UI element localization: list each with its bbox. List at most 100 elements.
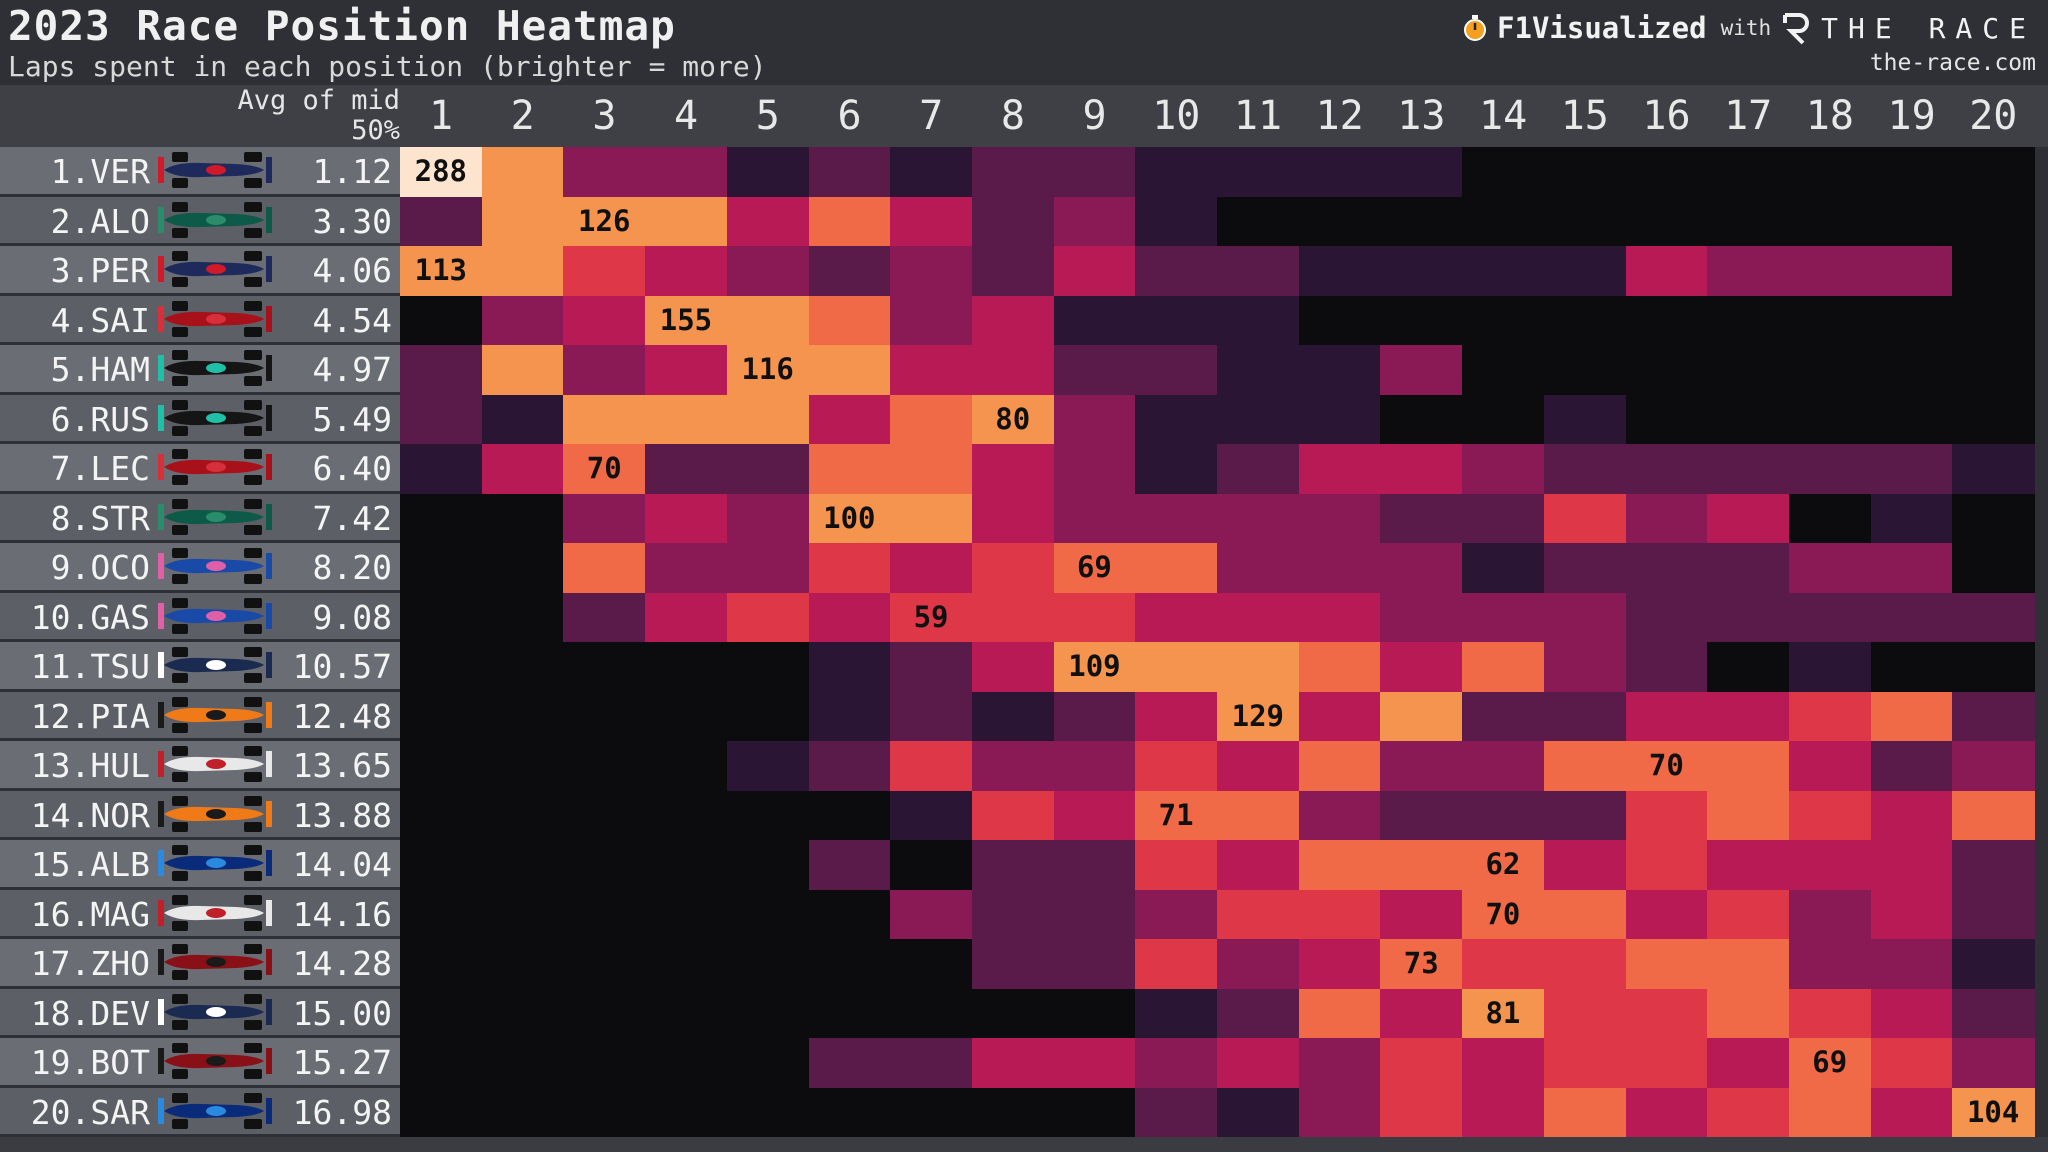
heatmap-cell xyxy=(1135,147,1218,198)
driver-label: 13.HUL xyxy=(30,746,150,785)
heatmap-cell xyxy=(808,345,891,396)
heatmap-cell xyxy=(400,889,483,940)
heatmap-cell xyxy=(400,147,483,198)
heatmap-cell xyxy=(1870,295,1953,346)
heatmap-cell xyxy=(645,295,728,346)
avg-value: 10.57 xyxy=(292,647,392,686)
heatmap-cell xyxy=(1788,840,1872,891)
heatmap-cell xyxy=(563,295,646,346)
heatmap-cell xyxy=(1543,196,1627,247)
stopwatch-icon xyxy=(1464,15,1487,41)
heatmap-cell xyxy=(1952,840,2035,891)
heatmap-cell xyxy=(726,1087,810,1138)
brand-block: F1Visualized with THE RACE xyxy=(1461,8,2036,48)
driver-row: 18.DEV 15.00 xyxy=(0,988,400,1035)
heatmap-cell xyxy=(890,1087,973,1138)
driver-label: 3.PER xyxy=(50,251,150,290)
heatmap-cell xyxy=(808,1038,891,1089)
car-icon xyxy=(158,647,272,683)
heatmap-cell xyxy=(1543,889,1627,940)
heatmap-cell xyxy=(1625,790,1708,841)
heatmap-cell xyxy=(645,345,728,396)
brand-with: with xyxy=(1720,16,1772,40)
heatmap-cell xyxy=(1462,444,1545,495)
heatmap-cell xyxy=(1788,988,1872,1039)
driver-label: 11.TSU xyxy=(30,647,150,686)
avg-value: 6.40 xyxy=(312,449,392,488)
heatmap-cell xyxy=(563,1087,646,1138)
heatmap-cell xyxy=(808,295,891,346)
heatmap-cell xyxy=(1707,889,1790,940)
heatmap-cell xyxy=(1135,741,1218,792)
heatmap-cell xyxy=(1870,939,1953,990)
heatmap-cell xyxy=(808,691,891,742)
heatmap-cell xyxy=(890,889,973,940)
heatmap-cell xyxy=(400,790,483,841)
heatmap-cell xyxy=(645,543,728,594)
heatmap-cell xyxy=(726,493,810,544)
heatmap-cell xyxy=(971,394,1055,445)
heatmap-cell xyxy=(400,840,483,891)
heatmap-cell xyxy=(563,790,646,841)
driver-label: 18.DEV xyxy=(30,993,150,1033)
heatmap-cell xyxy=(645,246,728,297)
heatmap-cell xyxy=(481,988,564,1039)
heatmap-cell xyxy=(1380,840,1463,891)
driver-label: 4.SAI xyxy=(50,300,150,340)
heatmap-cell xyxy=(890,642,973,693)
heatmap-cell xyxy=(1543,939,1627,990)
heatmap-cell xyxy=(726,592,810,643)
car-icon xyxy=(158,696,272,733)
heatmap-cell xyxy=(1707,691,1790,742)
heatmap-cell xyxy=(1788,889,1872,940)
heatmap-cell xyxy=(1462,196,1545,247)
heatmap-cell xyxy=(971,246,1055,297)
heatmap-cell xyxy=(1952,444,2035,495)
heatmap-cell xyxy=(1870,592,1953,643)
heatmap-cell xyxy=(1952,691,2035,742)
heatmap-cell xyxy=(1462,147,1545,198)
heatmap-cell xyxy=(1870,147,1953,198)
avg-value: 14.16 xyxy=(292,894,392,934)
heatmap-cell xyxy=(1707,790,1790,841)
position-header-14: 14 xyxy=(1479,93,1528,139)
heatmap-cell xyxy=(1707,642,1790,693)
heatmap-cell xyxy=(726,840,810,891)
heatmap-cell xyxy=(645,988,728,1039)
bottom-bar xyxy=(0,1137,2048,1152)
heatmap-cell xyxy=(890,543,973,594)
heatmap-cell xyxy=(1952,196,2035,247)
heatmap-cell xyxy=(645,741,728,792)
driver-row: 10.GAS 9.08 xyxy=(0,592,400,639)
heatmap-cell xyxy=(1543,543,1627,594)
heatmap-cell xyxy=(1707,246,1790,297)
heatmap-cell xyxy=(1462,592,1545,643)
heatmap-cell xyxy=(1380,444,1463,495)
driver-label: 8.STR xyxy=(50,498,150,538)
driver-label: 9.OCO xyxy=(50,548,150,587)
heatmap-cell xyxy=(1380,196,1463,247)
car-icon xyxy=(158,746,272,782)
heatmap-cell xyxy=(400,444,483,495)
car-icon xyxy=(158,449,272,485)
car-icon xyxy=(158,498,272,535)
heatmap-cell xyxy=(400,939,483,990)
avg-value: 14.28 xyxy=(292,944,392,983)
heatmap-cell xyxy=(400,394,483,445)
heatmap-cell xyxy=(1543,394,1627,445)
heatmap-cell xyxy=(563,196,646,247)
heatmap-cell xyxy=(1952,1087,2035,1138)
driver-row: 20.SAR 16.98 xyxy=(0,1087,400,1134)
heatmap-cell xyxy=(1135,1087,1218,1138)
heatmap-cell xyxy=(1298,691,1381,742)
driver-label: 17.ZHO xyxy=(30,944,150,983)
heatmap-cell xyxy=(563,444,646,495)
heatmap-cell xyxy=(1298,543,1381,594)
heatmap-cell xyxy=(1952,345,2035,396)
heatmap-cell xyxy=(726,1038,810,1089)
heatmap-cell xyxy=(1053,196,1136,247)
heatmap-cell xyxy=(1380,1038,1463,1089)
heatmap-cell xyxy=(1053,345,1136,396)
heatmap-cell xyxy=(971,147,1055,198)
heatmap-cell xyxy=(1217,592,1300,643)
